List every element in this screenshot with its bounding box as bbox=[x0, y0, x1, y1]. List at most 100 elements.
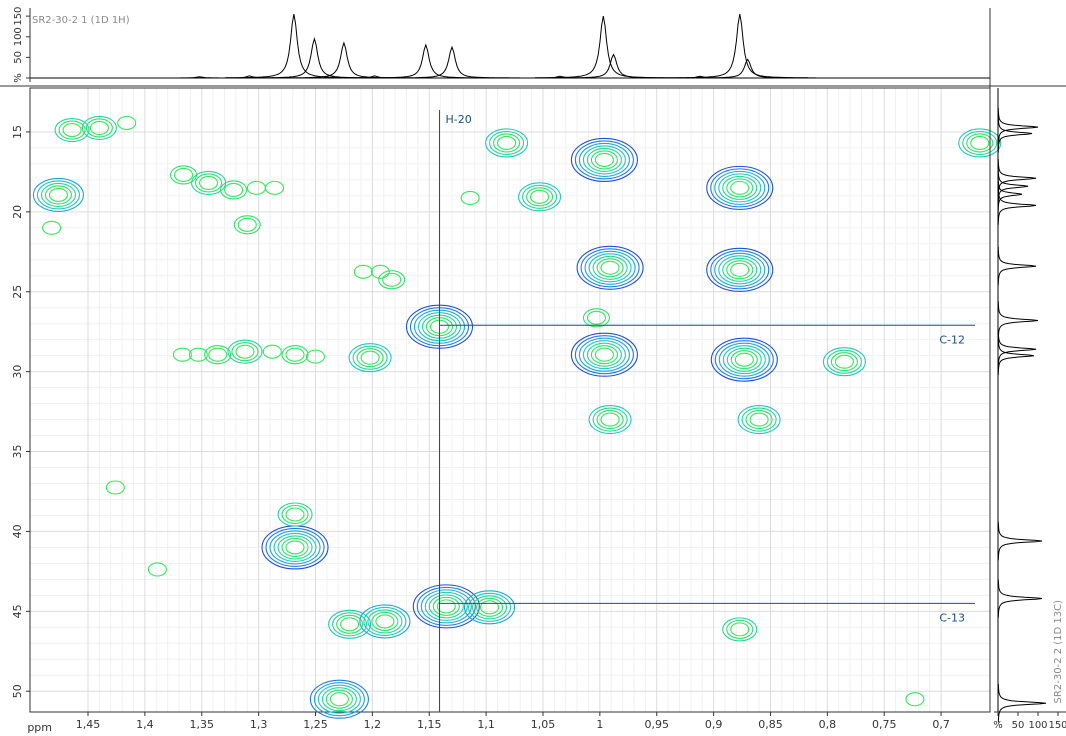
contour-ring bbox=[224, 182, 244, 197]
contour-ring bbox=[730, 262, 750, 277]
cross-peak bbox=[246, 180, 266, 195]
contour-ring bbox=[220, 180, 248, 200]
cross-peak bbox=[905, 692, 925, 707]
x-tick-label: 1,15 bbox=[417, 718, 442, 731]
contour-ring bbox=[749, 412, 769, 427]
contour-ring bbox=[199, 175, 219, 190]
projection-peak bbox=[545, 53, 682, 79]
contour-ring bbox=[281, 504, 309, 525]
contour-ring bbox=[582, 145, 626, 175]
y-tick-label: 30 bbox=[11, 365, 24, 379]
contour-ring bbox=[596, 258, 624, 278]
contour-ring bbox=[262, 344, 282, 359]
cross-peak bbox=[227, 339, 263, 364]
contour-ring bbox=[336, 614, 364, 634]
contour-ring bbox=[227, 339, 263, 364]
projection-peak bbox=[997, 114, 1033, 153]
contour-ring bbox=[285, 347, 305, 362]
cross-peak bbox=[261, 525, 329, 570]
contour-ring bbox=[269, 530, 321, 565]
cross-peak bbox=[958, 128, 1002, 158]
contour-ring bbox=[313, 682, 365, 717]
cross-peak bbox=[172, 347, 192, 362]
contour-ring bbox=[582, 308, 610, 328]
contour-ring bbox=[471, 595, 508, 620]
contour-ring bbox=[574, 335, 634, 375]
contour-ring bbox=[706, 165, 774, 210]
contour-ring bbox=[36, 180, 80, 210]
contour-ring bbox=[463, 590, 516, 625]
cross-peak bbox=[576, 245, 644, 290]
contour-ring bbox=[204, 345, 232, 365]
projection-peak bbox=[246, 36, 383, 79]
contour-ring bbox=[730, 180, 750, 195]
projection-peak bbox=[181, 75, 318, 79]
projection-peak bbox=[225, 14, 363, 79]
contour-ring bbox=[726, 619, 754, 639]
contour-ring bbox=[44, 185, 72, 205]
projection-peak bbox=[671, 14, 808, 79]
contour-ring bbox=[966, 133, 994, 153]
contour-ring bbox=[428, 594, 464, 619]
contour-ring bbox=[40, 182, 76, 207]
contour-ring bbox=[741, 407, 777, 432]
contour-ring bbox=[730, 350, 758, 370]
contour-ring bbox=[714, 170, 766, 205]
contour-ring bbox=[147, 562, 167, 577]
contour-ring bbox=[582, 340, 626, 370]
contour-ring bbox=[305, 349, 326, 364]
cross-peak bbox=[204, 345, 232, 365]
projection-title: SR2-30-2 1 (1D 1H) bbox=[32, 15, 130, 26]
cross-peak bbox=[722, 617, 758, 642]
x-tick-label: 0,85 bbox=[758, 718, 783, 731]
contour-ring bbox=[467, 592, 512, 622]
contour-ring bbox=[970, 135, 990, 151]
contour-ring bbox=[309, 679, 369, 719]
contour-ring bbox=[718, 255, 762, 285]
contour-ring bbox=[574, 140, 634, 180]
y-tick-label: 25 bbox=[11, 285, 24, 299]
contour-ring bbox=[493, 133, 521, 153]
contour-ring bbox=[718, 342, 770, 377]
x-tick-label: 150 bbox=[1048, 720, 1066, 731]
projection-peak bbox=[997, 108, 1039, 147]
cross-peak bbox=[147, 562, 167, 577]
contour-ring bbox=[497, 135, 517, 151]
contour-ring bbox=[588, 253, 632, 283]
contour-ring bbox=[48, 187, 68, 202]
contour-ring bbox=[32, 177, 84, 212]
contour-ring bbox=[436, 599, 456, 614]
y-tick-label: 150 bbox=[13, 7, 24, 26]
contour-ring bbox=[578, 337, 630, 372]
cross-peak bbox=[570, 137, 638, 182]
projection-peak bbox=[131, 76, 268, 79]
projection-peak bbox=[997, 521, 1043, 561]
contour-ring bbox=[730, 622, 750, 637]
contour-ring bbox=[826, 349, 862, 374]
contour-ring bbox=[424, 591, 468, 621]
y-tick-label: 20 bbox=[11, 205, 24, 219]
projection-peak bbox=[997, 175, 1023, 214]
contour-ring bbox=[360, 350, 380, 365]
contour-ring bbox=[600, 412, 620, 427]
contour-ring bbox=[586, 310, 606, 325]
contour-ring bbox=[584, 250, 636, 285]
projection-title: SR2-30-2 2 (1D 13C) bbox=[1053, 600, 1064, 704]
contour-ring bbox=[367, 609, 403, 634]
axis-label: ppm bbox=[27, 721, 52, 734]
contour-ring bbox=[89, 120, 109, 135]
projection-peak bbox=[491, 75, 629, 79]
contour-ring bbox=[188, 347, 208, 362]
contour-ring bbox=[54, 117, 90, 143]
y-tick-label: 50 bbox=[13, 51, 24, 64]
cross-peak bbox=[188, 347, 208, 362]
projection-peak bbox=[997, 167, 1029, 206]
cross-peak bbox=[518, 182, 562, 212]
x-tick-label: 1,1 bbox=[477, 718, 495, 731]
contour-ring bbox=[412, 584, 480, 629]
contour-ring bbox=[722, 175, 758, 200]
cross-peak bbox=[485, 128, 529, 158]
cross-peak bbox=[32, 177, 84, 212]
contour-ring bbox=[718, 173, 762, 203]
